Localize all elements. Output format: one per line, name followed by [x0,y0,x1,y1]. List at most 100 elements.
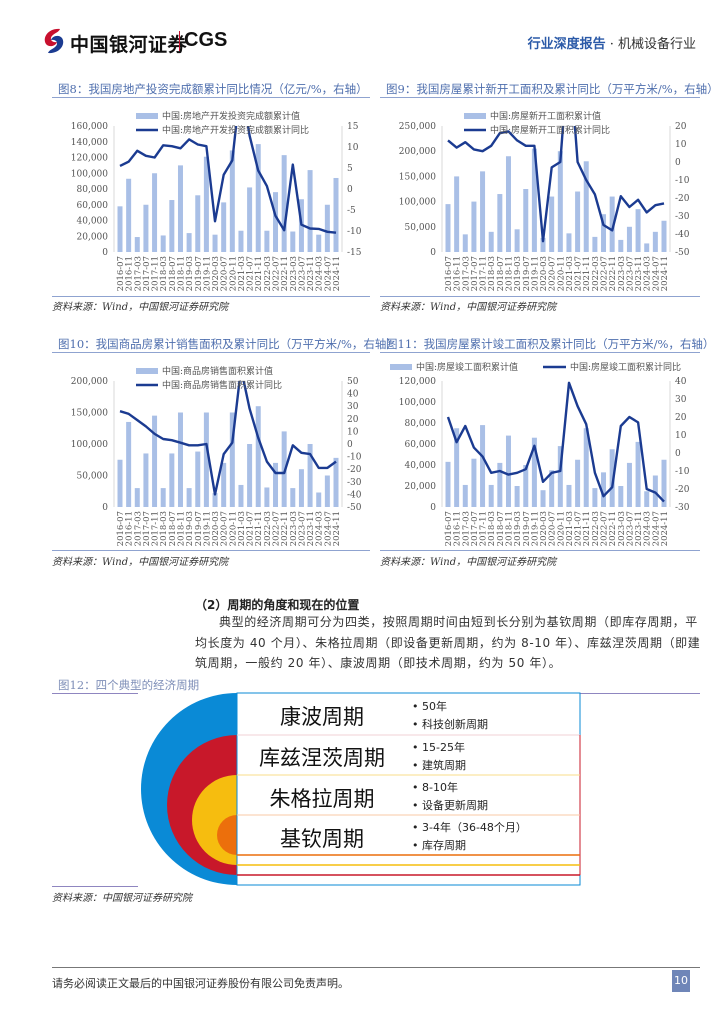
bar [160,488,166,507]
y-left-tick-label: 100,000 [71,440,108,450]
cgs-logo-icon [44,28,64,54]
bar [514,486,520,507]
y-right-tick-label: 40 [347,390,359,400]
x-tick-label: 2021-07 [246,256,256,291]
x-tick-label: 2019-03 [513,511,523,546]
bar [126,178,132,252]
bar [523,189,529,252]
bar [177,412,183,507]
bar [169,453,175,507]
x-tick-label: 2022-03 [263,511,273,546]
bar [549,196,555,252]
fig11-source-rule [380,550,700,551]
x-tick-label: 2023-11 [306,511,316,546]
x-tick-label: 2020-07 [220,256,230,291]
yoy-line [119,381,337,496]
fig11-source: 资料来源：Wind，中国银河证券研究院 [380,557,557,568]
x-tick-label: 2019-03 [513,256,523,291]
cycle-item: • 库存周期 [412,837,466,853]
fig10-title: 图10：我国商品房累计销售面积及累计同比（万平方米/%，右轴） [58,337,398,351]
legend-bar-label: 中国:房屋新开工面积累计值 [490,110,601,122]
y-right-tick-label: -20 [347,465,362,475]
y-left-tick-label: 60,000 [77,201,109,211]
bar [212,493,218,507]
cycle-item-text: 建筑周期 [422,759,466,772]
x-tick-label: 2018-03 [159,256,169,291]
fig8-title-rule [52,97,370,98]
y-right-tick-label: -50 [675,248,690,258]
legend-bar-swatch [136,368,158,374]
x-tick-label: 2023-07 [297,511,307,546]
bar [134,488,140,507]
fig12-title-rule [52,693,138,694]
x-tick-label: 2021-11 [254,511,264,546]
bar [307,444,313,507]
bar [264,230,270,252]
y-right-tick-label: 30 [675,395,687,405]
bar [134,237,140,252]
x-tick-label: 2023-03 [617,511,627,546]
bar [324,475,330,507]
bar [505,156,511,252]
footer-disclaimer: 请务必阅读正文最后的中国银河证券股份有限公司免责声明。 [52,977,349,990]
fig10-source: 资料来源：Wind，中国银河证券研究院 [52,557,229,568]
bar [203,156,209,252]
bar [583,428,589,507]
x-tick-label: 2021-11 [582,511,592,546]
bar [618,486,624,507]
brand-name: 中国银河证券 [70,35,188,56]
bar [540,237,546,252]
bar [221,462,227,507]
fig8-chart: 0 20,000 40,000 60,000 80,000 100,000 120,000 1… [71,110,362,291]
y-right-tick-label: -30 [347,478,362,488]
fig8-source: 资料来源：Wind，中国银河证券研究院 [52,302,229,313]
y-right-tick-label: -5 [347,206,356,216]
bar [480,171,486,252]
x-tick-label: 2020-07 [548,511,558,546]
y-right-tick-label: 10 [347,427,359,437]
y-left-tick-label: 100,000 [71,169,108,179]
fig10-source-rule [52,550,370,551]
legend-bar-swatch [136,113,158,119]
bar [454,428,460,507]
bullet-icon: • [412,700,422,713]
x-tick-label: 2017-11 [151,256,161,291]
bar [324,204,330,252]
y-left-tick-label: 60,000 [405,440,437,450]
bar [592,488,598,507]
industry-name: 机械设备行业 [617,37,696,52]
legend-bar-label: 中国:房屋竣工面积累计值 [416,361,518,373]
bullet-icon: • [412,799,422,812]
bar [143,204,149,252]
x-tick-label: 2017-07 [142,256,152,291]
x-tick-label: 2018-11 [504,256,514,291]
x-tick-label: 2022-03 [263,256,273,291]
cycle-item: • 8-10年 [412,779,458,795]
bar [557,151,563,252]
cycle-name-kitchin: 基钦周期 [280,827,364,851]
x-tick-label: 2020-03 [211,256,221,291]
x-tick-label: 2018-03 [487,256,497,291]
x-tick-label: 2023-03 [617,256,627,291]
cycle-item-text: 50年 [422,700,447,713]
bar [212,234,218,252]
cycle-item-text: 3-4年（36-48个月） [422,821,527,834]
x-tick-label: 2020-03 [211,511,221,546]
section-heading: （2）周期的角度和现在的位置 [195,598,360,612]
bar [152,415,158,507]
y-right-tick-label: 10 [675,431,687,441]
x-tick-label: 2022-11 [608,511,618,546]
x-tick-label: 2016-07 [444,511,454,546]
x-tick-label: 2023-07 [625,511,635,546]
y-right-tick-label: -30 [675,503,690,513]
bar [247,444,253,507]
x-tick-label: 2017-11 [151,511,161,546]
cycle-item: • 科技创新周期 [412,716,488,732]
x-tick-label: 2021-07 [574,256,584,291]
report-type: 行业深度报告 [527,37,606,52]
x-tick-label: 2021-03 [237,256,247,291]
y-left-tick-label: 40,000 [77,217,109,227]
legend-bar-label: 中国:房地产开发投资完成额累计值 [162,110,300,122]
bar [523,465,529,507]
x-tick-label: 2016-11 [453,511,463,546]
